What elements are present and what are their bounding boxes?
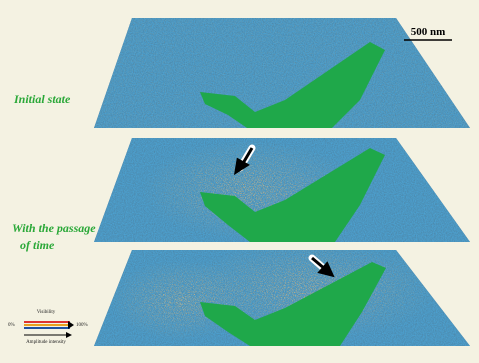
scale-label: 500 nm xyxy=(411,26,446,38)
panel-bottom xyxy=(94,250,470,346)
label: of time xyxy=(20,238,55,252)
legend-title: Visibility xyxy=(37,310,56,315)
legend-axis: Amplitude intensity xyxy=(26,340,66,345)
label: With the passage xyxy=(12,221,96,235)
legend: Visibility 0% 100% Amplitude intensity xyxy=(8,310,88,345)
panel-middle xyxy=(94,138,470,242)
arrow xyxy=(233,147,335,278)
legend-min: 0% xyxy=(8,323,15,328)
legend-max: 100% xyxy=(76,323,88,328)
label: Initial state xyxy=(13,92,71,106)
panel-initial xyxy=(94,18,470,128)
